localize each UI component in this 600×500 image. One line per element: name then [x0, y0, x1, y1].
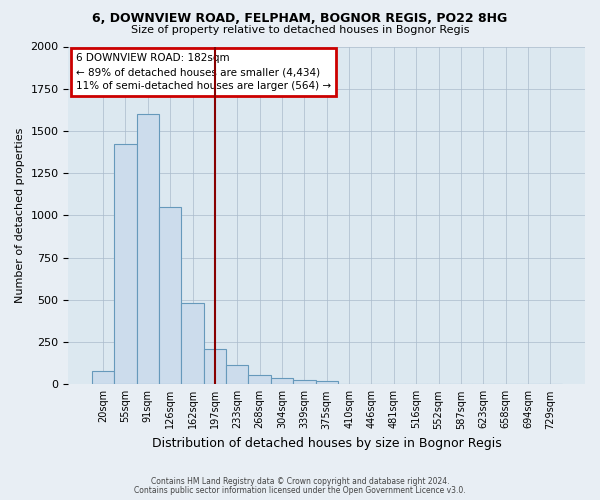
- Text: Contains HM Land Registry data © Crown copyright and database right 2024.: Contains HM Land Registry data © Crown c…: [151, 477, 449, 486]
- Bar: [92, 371, 114, 384]
- Bar: [293, 380, 316, 384]
- Bar: [137, 114, 159, 384]
- Text: 6, DOWNVIEW ROAD, FELPHAM, BOGNOR REGIS, PO22 8HG: 6, DOWNVIEW ROAD, FELPHAM, BOGNOR REGIS,…: [92, 12, 508, 26]
- Bar: [204, 349, 226, 384]
- Text: Size of property relative to detached houses in Bognor Regis: Size of property relative to detached ho…: [131, 25, 469, 35]
- Bar: [271, 378, 293, 384]
- Bar: [226, 365, 248, 384]
- Y-axis label: Number of detached properties: Number of detached properties: [15, 128, 25, 303]
- Bar: [181, 303, 204, 384]
- X-axis label: Distribution of detached houses by size in Bognor Regis: Distribution of detached houses by size …: [152, 437, 502, 450]
- Text: Contains public sector information licensed under the Open Government Licence v3: Contains public sector information licen…: [134, 486, 466, 495]
- Bar: [159, 207, 181, 384]
- Bar: [114, 144, 137, 384]
- Bar: [316, 381, 338, 384]
- Text: 6 DOWNVIEW ROAD: 182sqm
← 89% of detached houses are smaller (4,434)
11% of semi: 6 DOWNVIEW ROAD: 182sqm ← 89% of detache…: [76, 54, 331, 92]
- Bar: [248, 375, 271, 384]
